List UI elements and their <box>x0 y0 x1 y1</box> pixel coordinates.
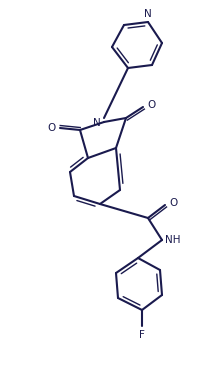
Text: O: O <box>147 100 155 110</box>
Text: N: N <box>93 118 101 128</box>
Text: O: O <box>48 123 56 133</box>
Text: NH: NH <box>165 235 180 245</box>
Text: F: F <box>139 330 145 340</box>
Text: N: N <box>144 9 152 19</box>
Text: O: O <box>169 198 177 208</box>
